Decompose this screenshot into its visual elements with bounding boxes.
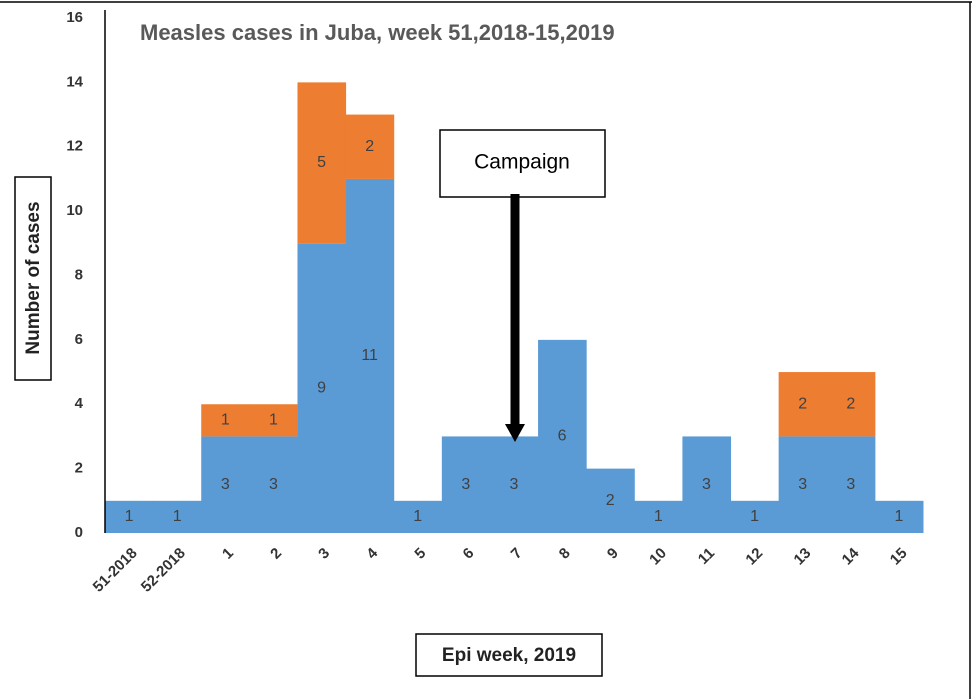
y-tick-label: 6: [75, 331, 83, 348]
x-tick-label: 10: [646, 545, 670, 569]
bar-segment: [297, 243, 347, 533]
chart-title: Measles cases in Juba, week 51,2018-15,2…: [140, 20, 615, 45]
value-label: 6: [558, 428, 567, 445]
x-tick-label: 5: [411, 545, 429, 563]
x-label-box: [415, 633, 603, 677]
value-label: 1: [221, 412, 230, 429]
bar-segment: [730, 500, 780, 533]
y-tick-label: 2: [75, 460, 83, 477]
bar-segment: [249, 436, 298, 533]
x-tick-label: 2: [267, 545, 285, 563]
value-label: 3: [702, 476, 711, 493]
bar-segment: [826, 436, 876, 533]
annotation-box: [439, 129, 606, 198]
value-label: 3: [798, 476, 807, 493]
y-tick-label: 12: [66, 138, 83, 155]
x-axis-label: Epi week, 2019: [442, 645, 576, 666]
x-tick-label: 52-2018: [138, 545, 189, 596]
arrow-head: [505, 424, 525, 442]
bar-segment: [297, 82, 347, 244]
bar-segment: [105, 500, 154, 533]
annotation: Campaign: [474, 151, 570, 174]
x-tick-label: 6: [460, 545, 478, 563]
y-tick-label: 16: [66, 9, 83, 26]
value-label: 9: [317, 379, 326, 396]
value-label: 1: [894, 508, 903, 525]
value-label: 3: [846, 476, 855, 493]
bar-segment: [345, 114, 395, 179]
value-label: 3: [221, 476, 230, 493]
value-label: 2: [606, 492, 615, 509]
value-label: 3: [510, 476, 519, 493]
x-tick-label: 1: [219, 545, 237, 563]
bar-segment: [874, 500, 924, 533]
y-tick-label: 4: [75, 395, 84, 412]
value-label: 2: [846, 395, 855, 412]
value-label: 2: [798, 395, 807, 412]
bar-segment: [201, 404, 250, 437]
bar-segment: [826, 372, 876, 437]
bar-segment: [538, 339, 587, 533]
value-label: 5: [317, 154, 326, 171]
value-label: 1: [125, 508, 134, 525]
bar-segment: [345, 178, 395, 533]
value-label: 11: [361, 347, 378, 364]
x-tick-label: 9: [604, 545, 622, 563]
x-tick-label: 15: [887, 545, 911, 569]
bar-segment: [249, 404, 298, 437]
bar-segment: [586, 468, 635, 533]
x-tick-label: 11: [695, 545, 718, 568]
bar-segment: [153, 500, 202, 533]
value-label: 3: [461, 476, 470, 493]
y-tick-label: 14: [66, 73, 83, 90]
bar-segment: [489, 436, 539, 533]
value-label: 1: [654, 508, 663, 525]
x-tick-label: 14: [839, 544, 863, 568]
y-axis-label: Number of cases: [23, 201, 44, 354]
x-tick-label: 51-2018: [90, 545, 141, 596]
value-label: 1: [269, 412, 278, 429]
bar-segment: [778, 372, 828, 437]
value-label: 1: [750, 508, 759, 525]
x-tick-label: 13: [791, 545, 815, 569]
y-tick-label: 8: [75, 266, 83, 283]
bar-segment: [393, 500, 443, 533]
x-tick-label: 4: [363, 544, 381, 562]
bar-segment: [682, 436, 732, 533]
y-label-box: [14, 176, 52, 381]
value-label: 3: [269, 476, 278, 493]
x-tick-label: 12: [742, 545, 766, 569]
bar-segment: [201, 436, 250, 533]
x-tick-label: 7: [508, 545, 526, 563]
y-tick-label: 0: [75, 524, 83, 541]
value-label: 2: [365, 138, 374, 155]
value-label: 1: [173, 508, 182, 525]
y-tick-label: 10: [66, 202, 83, 219]
value-label: 1: [413, 508, 422, 525]
x-tick-label: 8: [556, 545, 574, 563]
bar-segment: [634, 500, 683, 533]
bar-segment: [778, 436, 828, 533]
x-tick-label: 3: [315, 545, 333, 563]
bar-segment: [441, 436, 491, 533]
